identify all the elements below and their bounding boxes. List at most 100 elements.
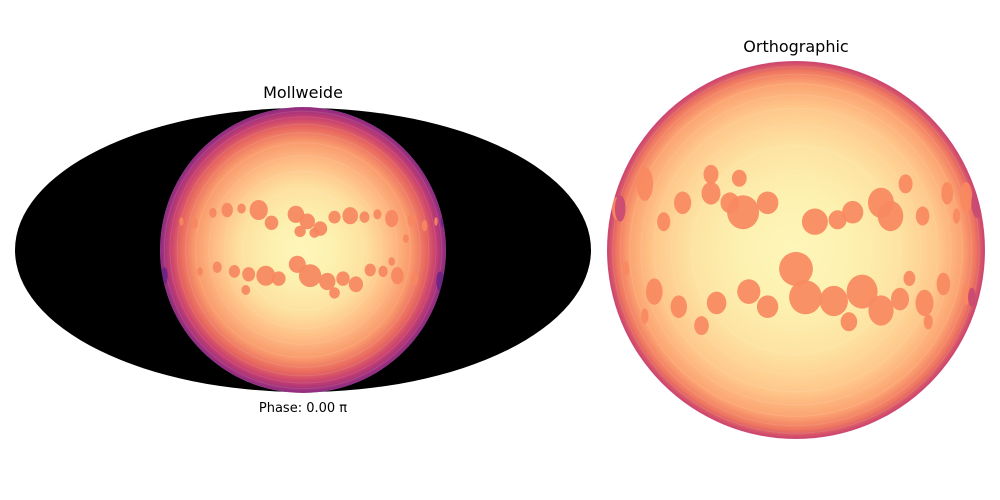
mollweide-starspot [190, 217, 198, 229]
mollweide-starspot [242, 267, 256, 282]
mollweide-ring [169, 116, 437, 384]
mollweide-starspot [336, 271, 350, 286]
mollweide-starspot [309, 227, 320, 238]
mollweide-ring [163, 110, 443, 390]
mollweide-ring [176, 123, 430, 377]
mollweide-title: Mollweide [263, 83, 343, 102]
mollweide-starspot [256, 265, 276, 286]
orthographic-starspot [941, 182, 954, 205]
mollweide-starspot [407, 213, 416, 227]
orthographic-starspots [612, 164, 984, 336]
mollweide-ring [185, 132, 421, 368]
orthographic-starspot [670, 295, 687, 319]
mollweide-starspot [228, 265, 240, 278]
orthographic-starspot [898, 174, 913, 194]
orthographic-starspot [657, 212, 671, 232]
orthographic-starspot [868, 295, 894, 326]
mollweide-starspot [212, 261, 222, 273]
mollweide-starspot [294, 225, 306, 238]
orthographic-starspot [646, 278, 663, 305]
mollweide-starspot [434, 217, 438, 226]
orthographic-limb-starspot [614, 195, 626, 222]
mollweide-starspot [299, 213, 315, 230]
orthographic-starspot [819, 285, 848, 317]
orthographic-limb-starspot [971, 187, 984, 218]
orthographic-starspot [840, 312, 858, 332]
mollweide-ring [223, 170, 383, 330]
orthographic-starspot [636, 166, 654, 201]
mollweide-brightness-rings [160, 107, 446, 393]
orthographic-brightness-rings [607, 61, 985, 439]
mollweide-starspot [378, 265, 388, 278]
orthographic-ring [691, 145, 901, 355]
mollweide-starspots [160, 200, 446, 299]
mollweide-starspot [264, 215, 279, 230]
mollweide-starspot [342, 207, 359, 225]
orthographic-starspot [756, 191, 779, 215]
orthographic-starspot [891, 287, 909, 311]
orthographic-ring [670, 124, 922, 376]
mollweide-starspot [221, 202, 233, 218]
orthographic-starspot [701, 182, 721, 205]
orthographic-starspot [674, 191, 692, 215]
mollweide-ring [208, 155, 398, 345]
orthographic-starspot [756, 295, 779, 319]
orthographic-starspot [960, 182, 973, 213]
mollweide-starspot [373, 209, 382, 220]
mollweide-starspot [421, 220, 428, 232]
orthographic-disk [607, 61, 985, 439]
orthographic-starspot [915, 206, 930, 226]
orthographic-starspot [903, 270, 916, 286]
mollweide-starspot [271, 271, 286, 286]
mollweide-starspot [385, 209, 399, 228]
mollweide-starspot [241, 285, 251, 295]
mollweide-starspot [287, 205, 305, 223]
orthographic-ring [629, 83, 963, 417]
mollweide-starspot [388, 257, 396, 266]
mollweide-starspot [359, 211, 370, 223]
orthographic-starspot [727, 195, 760, 230]
orthographic-ring [640, 94, 952, 406]
orthographic-starspot [779, 251, 813, 286]
mollweide-starspot [403, 234, 409, 243]
orthographic-starspot [952, 208, 961, 224]
mollweide-visible-disk [160, 107, 446, 393]
mollweide-panel: Mollweide Phase: 0.00 π [15, 83, 591, 416]
mollweide-starspot [391, 267, 404, 285]
orthographic-ring [653, 107, 939, 393]
mollweide-starspot [348, 276, 363, 293]
orthographic-starspot [962, 285, 970, 305]
orthographic-starspot [915, 289, 934, 317]
orthographic-starspot [737, 279, 761, 304]
mollweide-starspot [329, 287, 340, 299]
orthographic-starspot [828, 210, 847, 230]
orthographic-starspot [694, 316, 709, 336]
orthographic-starspot [703, 164, 719, 184]
orthographic-starspot [842, 200, 864, 224]
mollweide-starspot [179, 217, 184, 226]
mollweide-starspot [298, 264, 322, 288]
mollweide-starspot [249, 200, 268, 220]
mollweide-starspot [209, 207, 217, 218]
orthographic-starspot [877, 200, 904, 232]
orthographic-ring [716, 170, 876, 330]
mollweide-starspot [319, 272, 336, 291]
mollweide-starspot [197, 267, 203, 276]
orthographic-limb-starspot [968, 287, 976, 307]
orthographic-title: Orthographic [743, 37, 848, 56]
orthographic-starspot [789, 280, 822, 315]
orthographic-panel: Orthographic [607, 37, 985, 439]
orthographic-starspot [846, 274, 878, 309]
orthographic-starspot [731, 169, 747, 187]
mollweide-starspot [237, 203, 246, 214]
orthographic-starspot [936, 272, 951, 296]
mollweide-starspot [328, 210, 341, 224]
orthographic-ring [612, 66, 980, 434]
orthographic-starspot [641, 308, 649, 324]
orthographic-starspot [622, 261, 630, 277]
mollweide-ring [242, 189, 364, 311]
orthographic-ring [619, 73, 973, 427]
phase-caption: Phase: 0.00 π [259, 401, 347, 416]
mollweide-ring [195, 142, 411, 358]
